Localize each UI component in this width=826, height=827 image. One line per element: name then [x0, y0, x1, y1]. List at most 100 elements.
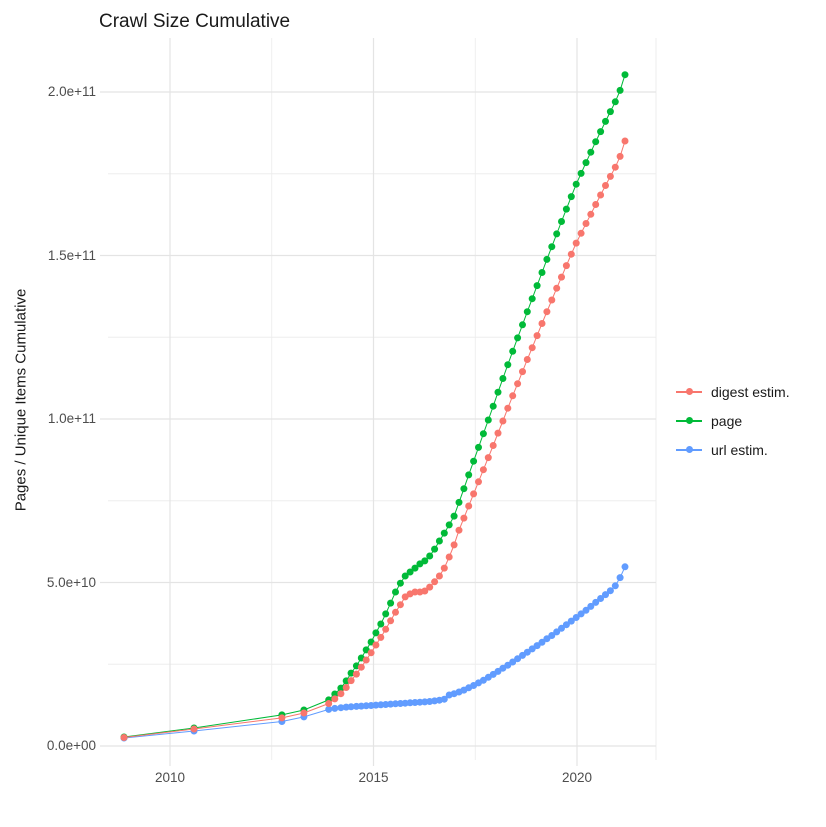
data-point	[553, 284, 561, 292]
data-point	[567, 193, 575, 201]
data-point	[611, 98, 619, 106]
data-point	[401, 572, 409, 580]
data-point	[455, 526, 463, 534]
data-point	[558, 218, 565, 225]
data-point	[494, 429, 502, 437]
y-tick-label: 2.0e+11	[47, 84, 96, 99]
data-point	[597, 191, 605, 199]
data-point	[372, 629, 380, 637]
data-point	[300, 709, 308, 717]
data-point	[577, 229, 585, 237]
data-point	[577, 610, 585, 618]
data-point	[567, 250, 575, 258]
data-point	[445, 553, 453, 561]
data-point	[509, 347, 517, 355]
data-point	[489, 442, 497, 449]
legend-item: page	[676, 406, 790, 435]
data-point	[440, 564, 448, 572]
data-point	[484, 416, 492, 424]
data-point	[543, 308, 551, 316]
data-point	[514, 380, 522, 388]
data-point	[602, 117, 609, 125]
data-point	[377, 620, 385, 628]
data-point	[592, 138, 600, 146]
legend-key-icon	[676, 445, 702, 454]
data-point	[421, 557, 429, 565]
data-point	[597, 128, 605, 136]
data-point	[504, 404, 512, 412]
data-point	[616, 574, 624, 582]
data-point	[509, 658, 517, 666]
data-point	[377, 633, 385, 641]
data-point	[357, 663, 365, 671]
data-point	[523, 308, 531, 316]
data-point	[421, 587, 429, 595]
data-point	[543, 255, 551, 263]
data-point	[431, 578, 439, 586]
y-tick-label: 5.0e+10	[46, 574, 96, 590]
data-point	[494, 388, 502, 396]
data-point	[455, 498, 463, 506]
data-point	[337, 684, 345, 692]
data-point	[479, 430, 487, 438]
data-point	[362, 656, 370, 664]
data-point	[558, 624, 565, 632]
data-point	[533, 332, 541, 340]
legend-item: url estim.	[676, 435, 790, 464]
data-point	[387, 617, 395, 625]
data-point	[553, 230, 561, 238]
data-point	[606, 587, 614, 595]
data-point	[325, 700, 333, 707]
data-point	[528, 344, 536, 352]
data-point	[621, 563, 629, 571]
data-point	[572, 239, 580, 247]
data-point	[611, 163, 619, 171]
data-point	[538, 269, 546, 276]
data-point	[499, 375, 507, 382]
data-point	[392, 588, 399, 596]
data-point	[621, 71, 629, 79]
data-point	[489, 402, 497, 410]
data-point	[548, 632, 556, 639]
data-point	[337, 690, 345, 698]
data-point	[602, 591, 609, 599]
data-point	[342, 684, 350, 691]
legend: digest estim. page url estim.	[676, 377, 790, 464]
data-point	[460, 485, 468, 493]
data-point	[484, 454, 492, 462]
legend-label: digest estim.	[711, 383, 790, 400]
data-point	[538, 638, 546, 646]
data-point	[587, 602, 595, 610]
data-point	[426, 583, 434, 591]
data-point	[396, 579, 404, 587]
data-point	[538, 320, 546, 327]
data-point	[523, 356, 531, 363]
data-point	[582, 606, 590, 614]
data-point	[597, 595, 605, 602]
data-point	[562, 205, 570, 213]
data-point	[616, 86, 624, 94]
data-point	[440, 529, 448, 537]
data-point	[382, 610, 390, 618]
legend-key-icon	[676, 416, 702, 425]
data-point	[587, 210, 595, 218]
data-point	[367, 649, 375, 657]
data-point	[582, 159, 590, 167]
data-point	[331, 704, 339, 712]
data-point	[582, 220, 590, 227]
data-point	[528, 295, 536, 303]
data-point	[592, 201, 600, 208]
data-point	[562, 262, 570, 270]
data-point	[460, 514, 468, 522]
legend-label: page	[711, 412, 743, 429]
data-point	[533, 642, 541, 650]
data-point	[278, 714, 286, 722]
data-point	[523, 648, 531, 656]
data-point	[411, 588, 419, 596]
y-tick-label: 1.5e+11	[47, 247, 96, 263]
data-point	[514, 655, 522, 663]
chart-title: Crawl Size Cumulative	[99, 11, 291, 32]
data-point	[519, 368, 526, 376]
